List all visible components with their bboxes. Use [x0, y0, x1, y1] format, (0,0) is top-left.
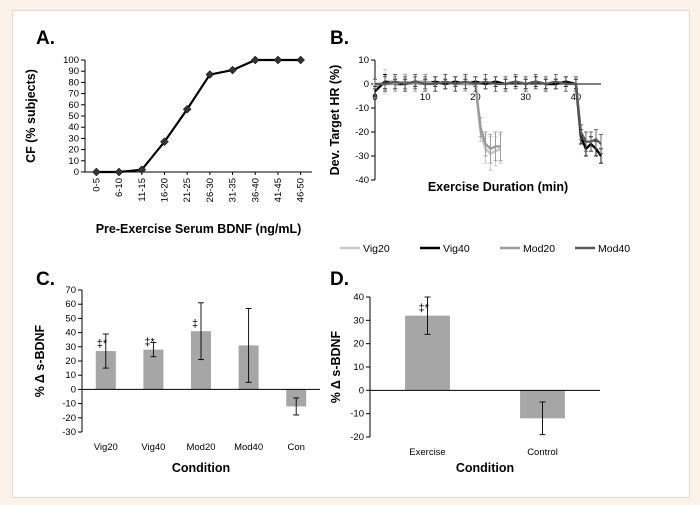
panel-b-x-tick-label: 40: [571, 92, 582, 103]
panel-d-category-label: Control: [527, 447, 558, 458]
panel-a-y-tick-label: 70: [68, 89, 79, 100]
panel-b-y-tick-label: -40: [355, 175, 369, 186]
panel-b-y-tick-label: -10: [355, 103, 369, 114]
panel-a-data-point: [205, 70, 215, 79]
panel-a-x-tick-label: 46-50: [296, 178, 307, 202]
panel-b-x-tick-label: 30: [520, 92, 531, 103]
panel-a-x-tick-label: 21-25: [182, 178, 193, 202]
panel-a-x-tick-label: 0-5: [91, 178, 102, 192]
panel-c-y-axis-title: % Δ s-BDNF: [33, 324, 47, 397]
panel-b-x-tick-label: 0: [372, 92, 377, 103]
panel-a-series-line: [96, 58, 301, 174]
panel-a-y-tick-label: 20: [68, 145, 79, 156]
panel-c-y-tick-label: 40: [65, 328, 76, 339]
panel-b-y-tick-label: 0: [364, 79, 369, 90]
panel-d-x-axis-title: Condition: [456, 461, 514, 475]
panel-a-data-point: [182, 104, 192, 114]
panel-c-y-tick-label: -20: [62, 413, 76, 424]
panel-a-data-point: [114, 167, 124, 177]
panel-c-y-tick-label: 70: [65, 285, 76, 296]
panel-b-y-tick-label: -20: [355, 127, 369, 138]
panel-a-y-tick-label: 0: [74, 167, 79, 178]
panel-c-y-tick-label: 60: [65, 299, 76, 310]
panel-a-y-tick-label: 10: [68, 156, 79, 167]
panel-a-x-tick-label: 16-20: [159, 178, 170, 202]
panel-a-x-tick-label: 11-15: [137, 178, 148, 202]
panel-c-significance-marker: ‡: [192, 318, 198, 330]
panel-a-data-point: [250, 55, 260, 65]
panel-b-legend-label: Vig40: [443, 243, 470, 255]
panel-a-y-tick-label: 30: [68, 133, 79, 144]
panel-d-y-tick-label: -10: [350, 409, 364, 420]
panel-c-x-axis-title: Condition: [172, 461, 230, 475]
panel-b-legend-label: Vig20: [363, 243, 390, 255]
panel-a-y-tick-label: 60: [68, 100, 79, 111]
panel-a-data-point: [137, 165, 147, 175]
panel-a-data-point: [273, 55, 283, 65]
panel-d-y-tick-label: 0: [359, 385, 364, 396]
panel-d-y-tick-label: 40: [353, 292, 364, 303]
panel-a-x-tick-label: 26-30: [205, 178, 216, 202]
panel-c-bar: [191, 331, 211, 390]
panel-b-x-tick-label: 20: [470, 92, 481, 103]
panel-a-y-tick-label: 90: [68, 66, 79, 77]
panel-c-bar: [143, 349, 164, 390]
panel-letter-c: C.: [36, 269, 55, 290]
panel-a-x-axis-title: Pre-Exercise Serum BDNF (ng/mL): [96, 222, 302, 236]
panel-a-y-tick-label: 40: [68, 122, 79, 133]
panel-d-y-tick-label: -20: [350, 432, 364, 443]
panel-letter-d: D.: [330, 269, 349, 290]
panel-a-data-point: [228, 65, 237, 75]
panel-c-significance-marker: ‡*: [144, 337, 155, 349]
panel-b-x-tick-label: 10: [420, 92, 431, 103]
panel-b-legend-label: Mod20: [523, 243, 555, 255]
panel-b-y-tick-label: 10: [358, 55, 369, 66]
panel-c-category-label: Mod20: [186, 442, 215, 453]
panel-c-y-tick-label: 20: [65, 356, 76, 367]
panel-d-y-tick-label: 20: [353, 339, 364, 350]
panel-a-data-point: [91, 167, 101, 177]
panel-c-y-tick-label: 50: [65, 313, 76, 324]
panel-a-y-tick-label: 50: [68, 111, 79, 122]
panel-c-y-tick-label: -30: [62, 427, 76, 438]
panel-a-data-point: [296, 55, 306, 65]
panel-a-y-axis-title: CF (% subjects): [24, 69, 38, 163]
panel-b-y-tick-label: -30: [355, 151, 369, 162]
panel-d-y-tick-label: 30: [353, 315, 364, 326]
panel-c-category-label: Vig20: [94, 442, 118, 453]
panel-d-y-tick-label: 10: [353, 362, 364, 373]
panel-a-y-tick-label: 100: [63, 55, 79, 66]
panel-a-data-point: [160, 137, 169, 147]
panel-c-category-label: Mod40: [234, 442, 263, 453]
panel-a-x-tick-label: 36-40: [250, 178, 261, 202]
panel-d-significance-marker: ‡*: [419, 303, 430, 315]
panel-letter-a: A.: [36, 28, 55, 49]
panel-c-category-label: Con: [287, 442, 304, 453]
panel-a-x-tick-label: 41-45: [273, 178, 284, 202]
panel-c-category-label: Vig40: [141, 442, 165, 453]
panel-c-y-tick-label: 0: [71, 384, 76, 395]
panel-letter-b: B.: [330, 28, 349, 49]
panel-c-y-tick-label: -10: [62, 399, 76, 410]
panel-b-legend-label: Mod40: [598, 243, 630, 255]
panel-a-y-tick-label: 80: [68, 77, 79, 88]
panel-c-bar: [95, 351, 116, 390]
panel-a-x-tick-label: 31-35: [228, 178, 239, 202]
panel-c-y-tick-label: 10: [65, 370, 76, 381]
panel-c-significance-marker: ‡*: [97, 338, 108, 350]
panel-d-y-axis-title: % Δ s-BDNF: [329, 330, 343, 403]
panel-a-x-tick-label: 6-10: [114, 178, 125, 197]
panel-d-category-label: Exercise: [409, 447, 445, 458]
panel-b-y-axis-title: Dev. Target HR (%): [328, 65, 342, 176]
panel-b-x-axis-title: Exercise Duration (min): [428, 180, 568, 194]
panel-b-series-line: [375, 80, 602, 145]
panel-c-y-tick-label: 30: [65, 342, 76, 353]
